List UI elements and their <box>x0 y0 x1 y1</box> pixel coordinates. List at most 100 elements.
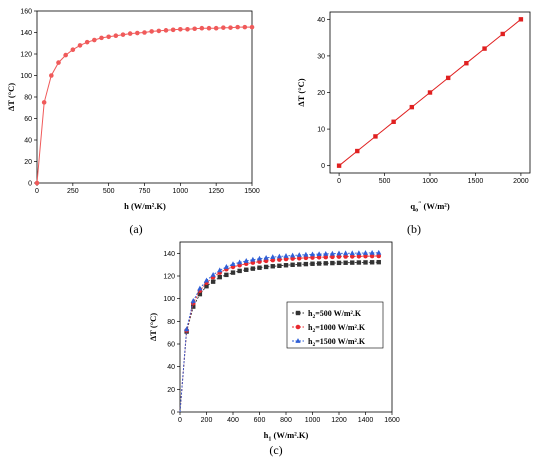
x-tick-label: 1500 <box>468 178 484 185</box>
data-point <box>373 134 378 139</box>
x-tick-label: 500 <box>103 188 115 195</box>
data-point <box>244 267 249 272</box>
data-point <box>250 266 256 271</box>
y-tick-label: 40 <box>24 138 32 145</box>
data-point <box>283 256 289 262</box>
data-point <box>197 291 203 297</box>
y-axis-label: ΔT (°C) <box>6 83 16 111</box>
data-point <box>204 284 209 289</box>
data-point <box>277 263 282 268</box>
x-axis-label: h1 (W/m².K) <box>264 430 309 443</box>
x-tick-label: 200 <box>201 417 213 424</box>
x-tick-label: 1200 <box>331 417 347 424</box>
data-point <box>376 249 382 255</box>
data-point <box>336 163 342 168</box>
data-point <box>329 250 335 256</box>
y-tick-label: 80 <box>167 319 175 326</box>
plot-frame <box>36 10 253 184</box>
data-point <box>41 100 47 105</box>
data-point <box>190 298 196 303</box>
data-point <box>277 257 282 262</box>
x-tick-label: 600 <box>254 417 266 424</box>
x-tick-label: 2000 <box>513 178 529 185</box>
data-point <box>518 17 524 22</box>
data-point <box>197 285 203 291</box>
data-point <box>217 274 222 280</box>
data-point <box>409 104 415 110</box>
data-point <box>290 256 295 261</box>
data-point <box>343 254 348 259</box>
y-tick-label: 0 <box>321 163 325 170</box>
data-point <box>270 257 276 263</box>
x-tick-label: 800 <box>280 417 292 424</box>
data-point <box>336 254 342 259</box>
data-point <box>127 31 133 36</box>
data-point <box>221 25 226 30</box>
data-point <box>185 26 190 32</box>
data-point <box>290 252 296 258</box>
x-tick-label: 1400 <box>358 417 374 424</box>
data-point <box>34 180 40 186</box>
data-point <box>77 43 83 48</box>
x-tick-label: 1600 <box>384 417 400 424</box>
y-tick-label: 120 <box>20 52 32 59</box>
legend-marker <box>295 338 301 343</box>
data-point <box>99 35 104 41</box>
data-point <box>228 25 233 30</box>
data-point <box>243 258 249 263</box>
y-tick-label: 60 <box>167 342 175 349</box>
data-point <box>303 261 309 267</box>
x-tick-label: 400 <box>227 417 239 424</box>
x-tick-label: 1000 <box>422 178 438 185</box>
data-point <box>270 254 276 259</box>
data-point <box>178 26 183 32</box>
data-point <box>206 25 212 31</box>
data-point <box>192 26 197 32</box>
data-point <box>283 263 289 268</box>
x-tick-label: 250 <box>67 188 79 195</box>
data-point <box>316 251 322 257</box>
data-point <box>309 251 316 257</box>
data-point <box>445 75 451 81</box>
data-point <box>184 326 190 332</box>
panel-a-chart: (a) 0 250 500 750 1000 1250 1500 0 20 40 60 80 100 12… <box>6 9 260 237</box>
data-point <box>70 47 76 52</box>
y-tick-label: 20 <box>167 387 175 394</box>
data-point <box>336 250 342 256</box>
data-point <box>217 267 223 273</box>
data-point <box>369 253 375 259</box>
data-point <box>237 268 242 274</box>
x-tick-label: 0 <box>178 417 182 424</box>
y-tick-label: 80 <box>24 95 32 102</box>
panel-b-label: (b) <box>407 222 421 236</box>
x-tick-label: 500 <box>379 178 391 185</box>
data-point <box>362 250 369 255</box>
data-point <box>316 261 322 266</box>
legend: h2=500 W/m².K h2=1000 W/m².K h2=1500 W/m².… <box>286 301 384 349</box>
x-tick-label: 1500 <box>244 188 260 195</box>
data-point <box>323 254 329 260</box>
panel-b-chart: (b) 0 500 1000 1500 2000 0 10 20 30 40 qo″ (W/m²) Δ… <box>296 11 531 236</box>
data-point <box>283 253 289 258</box>
y-tick-label: 120 <box>163 274 175 281</box>
x-axis-label: qo″ (W/m²) <box>410 201 450 214</box>
data-point <box>135 30 140 36</box>
y-tick-label: 20 <box>24 159 32 166</box>
x-tick-label: 1000 <box>305 417 321 424</box>
x-axis-label: h (W/m².K) <box>124 201 166 211</box>
y-tick-label: 100 <box>20 73 32 80</box>
data-point <box>224 272 229 278</box>
data-point <box>343 260 348 265</box>
series-line <box>36 26 252 184</box>
data-point <box>310 255 315 260</box>
data-point <box>257 265 262 270</box>
y-tick-label: 100 <box>163 296 175 303</box>
legend-marker <box>295 310 301 316</box>
data-point <box>106 34 111 40</box>
data-point <box>356 260 362 265</box>
data-point <box>356 253 362 259</box>
y-tick-label: 0 <box>171 410 175 417</box>
data-point <box>290 262 295 267</box>
data-point <box>343 250 349 256</box>
data-point <box>263 264 269 270</box>
